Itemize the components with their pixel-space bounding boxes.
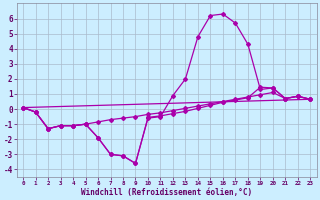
X-axis label: Windchill (Refroidissement éolien,°C): Windchill (Refroidissement éolien,°C) xyxy=(81,188,252,197)
